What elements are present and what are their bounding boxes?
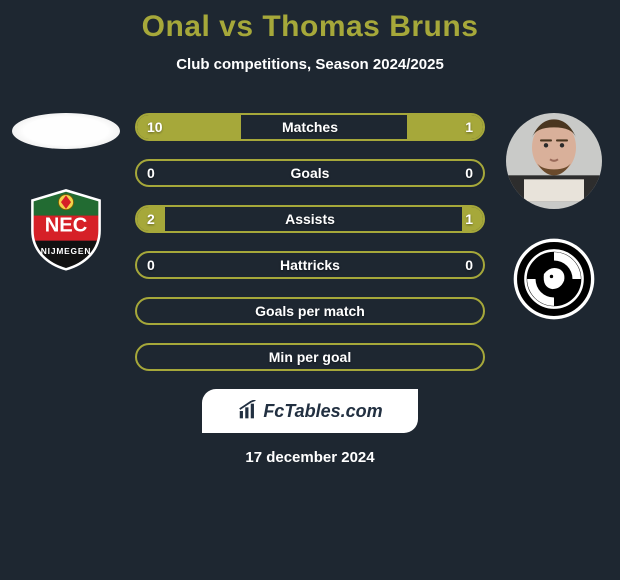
page-title: Onal vs Thomas Bruns [0, 10, 620, 44]
left-column: NEC NIJMEGEN [6, 113, 126, 271]
club-left-short: NEC [45, 215, 88, 237]
stat-label: Hattricks [137, 257, 483, 273]
right-column [494, 113, 614, 321]
stat-label: Min per goal [137, 349, 483, 365]
stat-row: 00Hattricks [135, 251, 485, 279]
player-right-avatar [506, 113, 602, 209]
stat-label: Goals [137, 165, 483, 181]
stat-label: Matches [137, 119, 483, 135]
club-logo-left: NEC NIJMEGEN [24, 187, 108, 271]
date-line: 17 december 2024 [0, 449, 620, 466]
stat-label: Assists [137, 211, 483, 227]
stat-row: Min per goal [135, 343, 485, 371]
stat-row: 00Goals [135, 159, 485, 187]
player-left-avatar [12, 113, 120, 149]
subtitle: Club competitions, Season 2024/2025 [0, 56, 620, 73]
comparison-card: Onal vs Thomas Bruns Club competitions, … [0, 0, 620, 466]
stats-icon [237, 400, 259, 422]
stats-bars: 101Matches 00Goals 21Assists 00Hattricks Goa… [135, 113, 485, 371]
brand-text: FcTables.com [237, 400, 382, 422]
club-logo-right [512, 237, 596, 321]
main-area: NEC NIJMEGEN [0, 113, 620, 466]
stat-row: 101Matches [135, 113, 485, 141]
club-left-sub: NIJMEGEN [41, 246, 91, 256]
stat-row: Goals per match [135, 297, 485, 325]
stat-label: Goals per match [137, 303, 483, 319]
stat-row: 21Assists [135, 205, 485, 233]
brand-banner[interactable]: FcTables.com [202, 389, 418, 433]
